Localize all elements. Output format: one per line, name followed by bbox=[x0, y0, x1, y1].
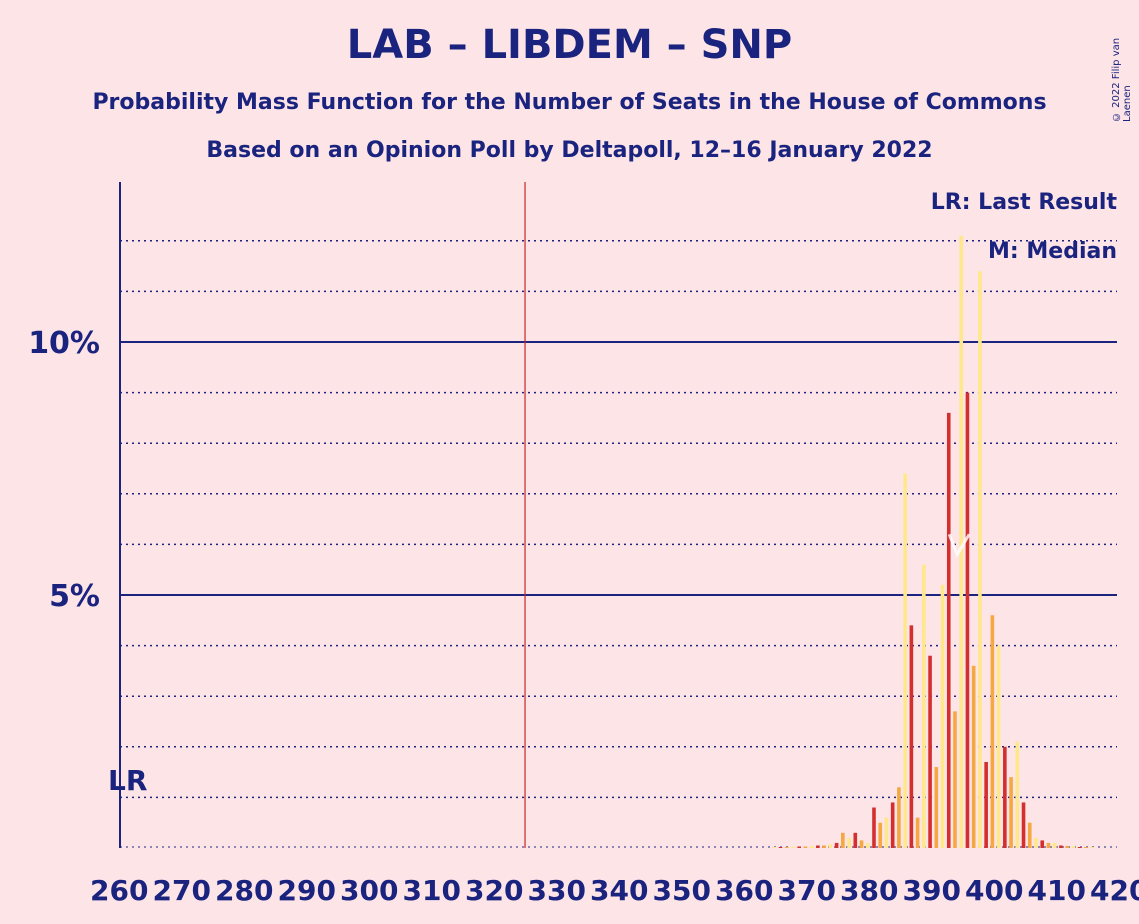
xtick-label: 340 bbox=[590, 874, 648, 907]
bar-407 bbox=[1034, 837, 1038, 848]
bar-377 bbox=[847, 837, 851, 848]
bar-410 bbox=[1052, 842, 1057, 848]
bar-413 bbox=[1071, 845, 1076, 848]
lr-label: LR bbox=[108, 764, 147, 797]
bar-390 bbox=[928, 655, 932, 848]
bar-394 bbox=[953, 711, 957, 848]
bar-409 bbox=[1046, 842, 1051, 848]
xtick-label: 380 bbox=[840, 874, 898, 907]
xtick-label: 370 bbox=[778, 874, 836, 907]
chart-subtitle: Probability Mass Function for the Number… bbox=[92, 90, 1047, 115]
xtick-label: 260 bbox=[90, 874, 148, 907]
bar-393 bbox=[946, 412, 951, 848]
median-marker bbox=[947, 533, 971, 558]
bar-365 bbox=[772, 846, 777, 848]
xtick-label: 280 bbox=[215, 874, 273, 907]
bar-404 bbox=[1015, 741, 1020, 848]
bar-398 bbox=[978, 271, 982, 848]
chart-source: Based on an Opinion Poll by Deltapoll, 1… bbox=[206, 138, 933, 163]
bar-369 bbox=[797, 846, 802, 848]
bar-381 bbox=[872, 807, 876, 848]
xtick-label: 330 bbox=[528, 874, 586, 907]
xtick-label: 270 bbox=[153, 874, 211, 907]
axes: 5% 10% LR 260 270 280 290 300 310 320 330 340 350 360… bbox=[28, 182, 1139, 907]
legend-median: M: Median bbox=[988, 239, 1117, 264]
bar-383 bbox=[884, 817, 889, 848]
bar-392 bbox=[940, 584, 945, 848]
bar-374 bbox=[828, 844, 833, 848]
bar-376 bbox=[841, 832, 845, 848]
bar-400 bbox=[990, 615, 995, 848]
bar-375 bbox=[834, 842, 839, 848]
bars bbox=[772, 235, 1094, 849]
bar-403 bbox=[1009, 777, 1013, 848]
bar-372 bbox=[816, 845, 820, 848]
xtick-label: 320 bbox=[465, 874, 523, 907]
bar-396 bbox=[965, 392, 970, 848]
bar-387 bbox=[909, 625, 914, 848]
bar-406 bbox=[1027, 822, 1032, 848]
bar-395 bbox=[959, 235, 964, 849]
bar-391 bbox=[934, 767, 939, 848]
bar-401 bbox=[996, 645, 1001, 848]
legend-last-result: LR: Last Result bbox=[931, 190, 1118, 215]
xtick-label: 410 bbox=[1028, 874, 1086, 907]
ytick-label: 5% bbox=[49, 579, 100, 614]
xtick-label: 400 bbox=[965, 874, 1023, 907]
bar-382 bbox=[878, 822, 883, 848]
bar-412 bbox=[1065, 845, 1069, 848]
bar-366 bbox=[778, 846, 783, 848]
bar-385 bbox=[897, 787, 901, 848]
bar-415 bbox=[1084, 846, 1088, 848]
bar-379 bbox=[859, 840, 864, 848]
xtick-label: 350 bbox=[653, 874, 711, 907]
xtick-label: 420 bbox=[1090, 874, 1139, 907]
bar-405 bbox=[1021, 802, 1026, 848]
gridlines bbox=[120, 182, 1117, 848]
xtick-label: 290 bbox=[278, 874, 336, 907]
bar-402 bbox=[1003, 746, 1007, 848]
bar-384 bbox=[890, 802, 895, 848]
bar-416 bbox=[1090, 846, 1094, 848]
bar-397 bbox=[971, 665, 976, 848]
xtick-label: 300 bbox=[340, 874, 398, 907]
xtick-label: 360 bbox=[715, 874, 773, 907]
bar-389 bbox=[922, 564, 926, 848]
bar-368 bbox=[791, 846, 795, 848]
bar-388 bbox=[915, 817, 920, 848]
bar-386 bbox=[903, 473, 907, 848]
xtick-label: 390 bbox=[903, 874, 961, 907]
bar-380 bbox=[865, 842, 870, 848]
bar-367 bbox=[784, 846, 789, 848]
bar-371 bbox=[809, 845, 814, 848]
bar-373 bbox=[822, 845, 826, 848]
bar-378 bbox=[853, 832, 858, 848]
bar-411 bbox=[1059, 845, 1063, 848]
bar-399 bbox=[984, 761, 988, 848]
chart-title: LAB – LIBDEM – SNP bbox=[346, 22, 793, 68]
ytick-label: 10% bbox=[28, 326, 100, 361]
bar-408 bbox=[1040, 840, 1045, 848]
bar-414 bbox=[1077, 846, 1082, 848]
xtick-label: 310 bbox=[403, 874, 461, 907]
bar-370 bbox=[803, 846, 808, 848]
